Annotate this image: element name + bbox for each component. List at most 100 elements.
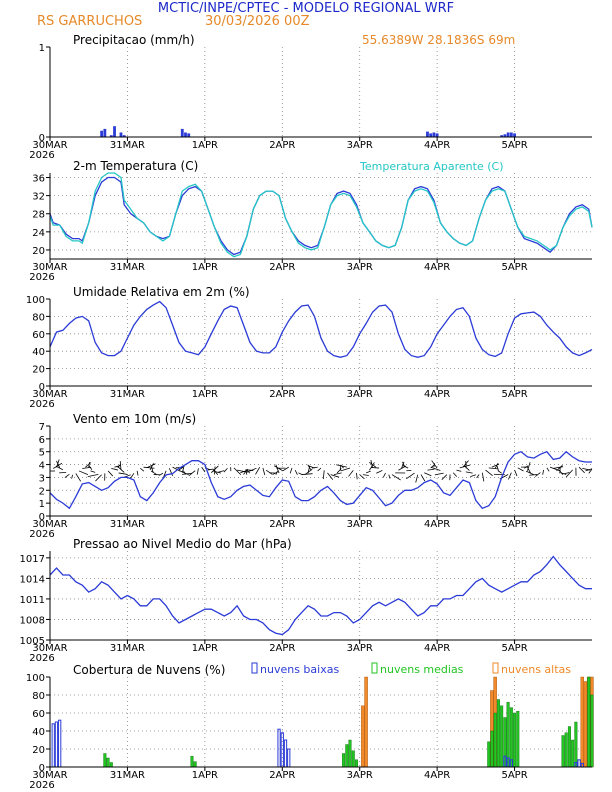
x-tick-label: 4APR	[424, 770, 450, 781]
x-tick-year: 2026	[29, 272, 54, 283]
y-tick-label: 0	[39, 133, 45, 144]
precip-bar	[503, 134, 507, 137]
wind-arrow	[95, 474, 102, 482]
wind-arrow	[223, 467, 228, 473]
wind-arrow	[88, 465, 93, 471]
cloud-bar-low	[287, 748, 291, 768]
wind-arrow	[282, 466, 289, 472]
wind-arrow	[71, 474, 73, 479]
wind-arrow	[356, 472, 358, 480]
wind-arrow	[494, 462, 499, 469]
wind-arrow	[118, 472, 128, 475]
panel-wind	[46, 425, 593, 520]
wind-arrow	[508, 472, 512, 480]
wind-arrow	[362, 474, 369, 476]
y-tick-label: 0	[39, 763, 45, 774]
cloud-bar-mid	[109, 762, 113, 768]
wind-arrow	[107, 470, 114, 477]
cloud-bar-mid	[567, 726, 571, 768]
x-tick-label: 2APR	[269, 519, 295, 530]
cloud-bar-low	[577, 759, 581, 768]
x-tick-label: 4APR	[424, 389, 450, 400]
header-location: RS GARRUCHOS	[37, 14, 142, 29]
wind-arrow	[553, 466, 564, 469]
y-tick-label: 32	[32, 192, 45, 203]
precip-bar	[435, 133, 439, 137]
y-tick-label: 7	[39, 422, 45, 433]
precip-bar	[113, 126, 116, 137]
y-tick-label: 2	[39, 486, 45, 497]
x-tick-label: 1APR	[192, 389, 218, 400]
wind-arrow	[463, 465, 470, 471]
wind-arrow	[491, 463, 500, 468]
cloud-bar-low	[283, 739, 288, 768]
wind-arrow	[465, 471, 473, 474]
y-tick-label: 4	[39, 461, 45, 472]
wind-arrow	[146, 463, 156, 469]
series-line-press	[49, 555, 592, 636]
wind-arrow	[90, 470, 96, 473]
y-tick-label: 100	[26, 295, 45, 306]
wind-arrow	[196, 468, 199, 475]
wind-arrow	[140, 468, 145, 472]
wind-arrow	[496, 465, 499, 471]
wind-arrow	[119, 461, 122, 470]
x-tick-year: 2026	[29, 399, 54, 410]
cloud-bar-mid	[500, 705, 504, 768]
panel-precip	[46, 46, 592, 141]
wind-arrow	[565, 469, 573, 478]
legend-high: nuvens altas	[501, 663, 571, 676]
x-tick-label: 3APR	[347, 140, 373, 151]
cloud-bar-low	[277, 728, 281, 768]
wind-arrow	[289, 467, 293, 474]
wind-vectors	[50, 459, 593, 483]
wind-arrow	[524, 465, 529, 469]
x-tick-label: 5APR	[501, 140, 527, 151]
wind-arrow	[333, 472, 342, 476]
x-tick-label: 4APR	[424, 262, 450, 273]
y-tick-label: 20	[32, 745, 45, 756]
cloud-bar-mid	[513, 712, 517, 768]
x-tick-label: 30MAR	[32, 770, 67, 781]
wind-arrow	[476, 474, 480, 479]
wind-arrow	[82, 466, 92, 469]
y-tick-label: 0	[39, 512, 45, 523]
wind-arrow	[243, 468, 248, 475]
y-tick-label: 1014	[20, 574, 45, 585]
wind-arrow	[178, 466, 185, 471]
panel-rh	[46, 298, 593, 390]
wind-arrow	[143, 466, 155, 469]
wind-arrow	[322, 470, 325, 480]
wind-arrow	[330, 474, 340, 478]
x-tick-label: 31MAR	[110, 262, 145, 273]
wind-arrow	[208, 468, 214, 471]
x-tick-label: 1APR	[192, 643, 218, 654]
x-tick-label: 2APR	[269, 770, 295, 781]
cloud-bar-mid	[490, 730, 494, 768]
wind-arrow	[88, 462, 90, 468]
wind-arrow	[359, 474, 365, 480]
wind-arrow	[497, 470, 502, 474]
precip-bar	[103, 128, 107, 137]
wind-arrow	[401, 461, 405, 469]
wind-arrow	[371, 467, 380, 469]
x-tick-label: 31MAR	[110, 140, 145, 151]
wind-arrow	[420, 474, 426, 482]
cloud-bar-mid	[106, 757, 110, 768]
wind-arrow	[307, 464, 312, 471]
x-tick-label: 30MAR	[32, 389, 67, 400]
wind-arrow	[470, 474, 476, 478]
x-tick-label: 31MAR	[110, 519, 145, 530]
cloud-bar-mid	[590, 694, 594, 768]
wind-arrow	[336, 464, 347, 468]
precip-bar	[509, 132, 513, 137]
y-tick-label: 60	[32, 330, 45, 341]
wind-arrow	[265, 469, 273, 475]
x-tick-label: 31MAR	[110, 770, 145, 781]
y-tick-label: 20	[32, 365, 45, 376]
wind-arrow	[488, 467, 498, 470]
cloud-bar-low	[58, 719, 62, 768]
wind-arrow	[111, 468, 119, 471]
precip-bar	[506, 132, 510, 137]
y-tick-label: 20	[32, 246, 45, 257]
